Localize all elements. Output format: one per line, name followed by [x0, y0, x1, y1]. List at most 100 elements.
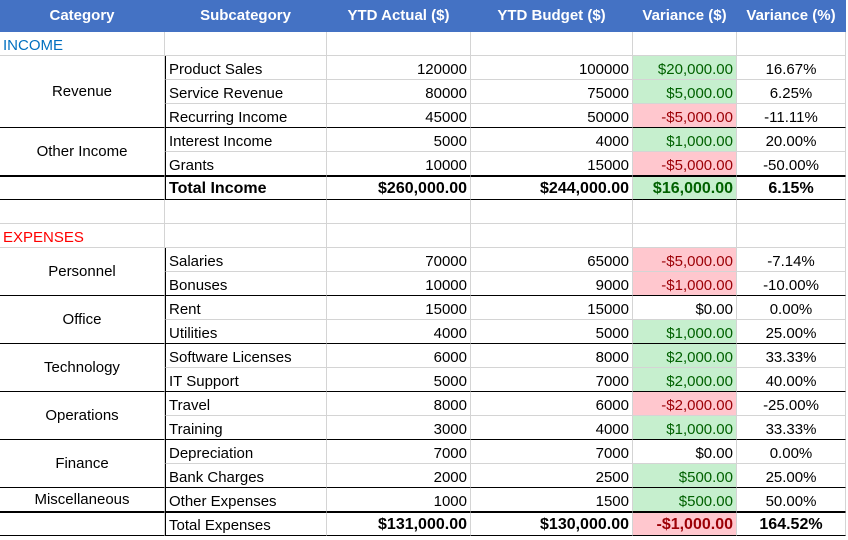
total-income-label[interactable]: Total Income: [165, 176, 327, 200]
ytd-actual-cell[interactable]: 2000: [327, 464, 471, 488]
subcategory-cell[interactable]: Rent: [165, 296, 327, 320]
expenses-label-row-blank[interactable]: [633, 224, 737, 248]
subcategory-cell[interactable]: Bank Charges: [165, 464, 327, 488]
subcategory-cell[interactable]: Salaries: [165, 248, 327, 272]
variance-percent-cell[interactable]: -50.00%: [737, 152, 846, 176]
variance-amount-cell[interactable]: $0.00: [633, 296, 737, 320]
ytd-actual-cell[interactable]: 70000: [327, 248, 471, 272]
total-expenses-actual[interactable]: $131,000.00: [327, 512, 471, 536]
total-income-budget[interactable]: $244,000.00: [471, 176, 633, 200]
variance-percent-cell[interactable]: 0.00%: [737, 296, 846, 320]
variance-amount-cell[interactable]: -$5,000.00: [633, 152, 737, 176]
ytd-actual-cell[interactable]: 10000: [327, 152, 471, 176]
variance-percent-cell[interactable]: -25.00%: [737, 392, 846, 416]
category-cell[interactable]: Miscellaneous: [0, 488, 165, 512]
subcategory-cell[interactable]: Grants: [165, 152, 327, 176]
expenses-label-row-blank[interactable]: [327, 224, 471, 248]
subcategory-cell[interactable]: IT Support: [165, 368, 327, 392]
subcategory-cell[interactable]: Service Revenue: [165, 80, 327, 104]
variance-percent-cell[interactable]: 25.00%: [737, 464, 846, 488]
category-cell[interactable]: Personnel: [0, 248, 165, 296]
ytd-actual-cell[interactable]: 80000: [327, 80, 471, 104]
total-expenses-variance[interactable]: -$1,000.00: [633, 512, 737, 536]
ytd-budget-cell[interactable]: 65000: [471, 248, 633, 272]
ytd-budget-cell[interactable]: 4000: [471, 128, 633, 152]
blank-spacer-cell[interactable]: [633, 200, 737, 224]
variance-amount-cell[interactable]: -$1,000.00: [633, 272, 737, 296]
variance-amount-cell[interactable]: $2,000.00: [633, 344, 737, 368]
ytd-actual-cell[interactable]: 120000: [327, 56, 471, 80]
subcategory-cell[interactable]: Interest Income: [165, 128, 327, 152]
ytd-budget-cell[interactable]: 2500: [471, 464, 633, 488]
variance-amount-cell[interactable]: $2,000.00: [633, 368, 737, 392]
ytd-budget-cell[interactable]: 15000: [471, 152, 633, 176]
ytd-budget-cell[interactable]: 4000: [471, 416, 633, 440]
subcategory-cell[interactable]: Training: [165, 416, 327, 440]
variance-amount-cell[interactable]: $20,000.00: [633, 56, 737, 80]
income-label-row-blank[interactable]: [471, 32, 633, 56]
ytd-budget-cell[interactable]: 8000: [471, 344, 633, 368]
blank-spacer-cell[interactable]: [327, 200, 471, 224]
ytd-actual-cell[interactable]: 7000: [327, 440, 471, 464]
variance-percent-cell[interactable]: 6.25%: [737, 80, 846, 104]
variance-amount-cell[interactable]: -$5,000.00: [633, 248, 737, 272]
expenses-section-label[interactable]: EXPENSES: [0, 224, 165, 248]
ytd-actual-cell[interactable]: 3000: [327, 416, 471, 440]
subcategory-cell[interactable]: Software Licenses: [165, 344, 327, 368]
total-expenses-budget[interactable]: $130,000.00: [471, 512, 633, 536]
expenses-label-row-blank[interactable]: [471, 224, 633, 248]
ytd-actual-cell[interactable]: 6000: [327, 344, 471, 368]
ytd-actual-cell[interactable]: 5000: [327, 128, 471, 152]
header-variance-percent[interactable]: Variance (%): [737, 0, 846, 32]
expenses-label-row-blank[interactable]: [165, 224, 327, 248]
ytd-budget-cell[interactable]: 6000: [471, 392, 633, 416]
subcategory-cell[interactable]: Utilities: [165, 320, 327, 344]
variance-percent-cell[interactable]: 40.00%: [737, 368, 846, 392]
subcategory-cell[interactable]: Bonuses: [165, 272, 327, 296]
ytd-actual-cell[interactable]: 45000: [327, 104, 471, 128]
ytd-budget-cell[interactable]: 75000: [471, 80, 633, 104]
total-income-actual[interactable]: $260,000.00: [327, 176, 471, 200]
category-cell[interactable]: Operations: [0, 392, 165, 440]
ytd-budget-cell[interactable]: 15000: [471, 296, 633, 320]
subcategory-cell[interactable]: Depreciation: [165, 440, 327, 464]
variance-percent-cell[interactable]: 20.00%: [737, 128, 846, 152]
variance-amount-cell[interactable]: $500.00: [633, 488, 737, 512]
ytd-budget-cell[interactable]: 7000: [471, 368, 633, 392]
ytd-budget-cell[interactable]: 50000: [471, 104, 633, 128]
variance-percent-cell[interactable]: 25.00%: [737, 320, 846, 344]
ytd-budget-cell[interactable]: 9000: [471, 272, 633, 296]
income-label-row-blank[interactable]: [633, 32, 737, 56]
header-category[interactable]: Category: [0, 0, 165, 32]
variance-amount-cell[interactable]: $1,000.00: [633, 128, 737, 152]
ytd-budget-cell[interactable]: 7000: [471, 440, 633, 464]
variance-percent-cell[interactable]: 33.33%: [737, 416, 846, 440]
subcategory-cell[interactable]: Recurring Income: [165, 104, 327, 128]
total-income-variance-percent[interactable]: 6.15%: [737, 176, 846, 200]
category-cell[interactable]: Finance: [0, 440, 165, 488]
expenses-label-row-blank[interactable]: [737, 224, 846, 248]
ytd-actual-cell[interactable]: 5000: [327, 368, 471, 392]
blank-spacer-cell[interactable]: [0, 200, 165, 224]
header-subcategory[interactable]: Subcategory: [165, 0, 327, 32]
income-label-row-blank[interactable]: [165, 32, 327, 56]
variance-amount-cell[interactable]: -$2,000.00: [633, 392, 737, 416]
total-income-category-blank[interactable]: [0, 176, 165, 200]
total-expenses-category-blank[interactable]: [0, 512, 165, 536]
ytd-budget-cell[interactable]: 100000: [471, 56, 633, 80]
header-ytd-actual[interactable]: YTD Actual ($): [327, 0, 471, 32]
variance-amount-cell[interactable]: $0.00: [633, 440, 737, 464]
variance-percent-cell[interactable]: -10.00%: [737, 272, 846, 296]
ytd-actual-cell[interactable]: 8000: [327, 392, 471, 416]
subcategory-cell[interactable]: Travel: [165, 392, 327, 416]
variance-percent-cell[interactable]: 50.00%: [737, 488, 846, 512]
variance-percent-cell[interactable]: 0.00%: [737, 440, 846, 464]
blank-spacer-cell[interactable]: [165, 200, 327, 224]
total-income-variance[interactable]: $16,000.00: [633, 176, 737, 200]
ytd-actual-cell[interactable]: 10000: [327, 272, 471, 296]
subcategory-cell[interactable]: Other Expenses: [165, 488, 327, 512]
subcategory-cell[interactable]: Product Sales: [165, 56, 327, 80]
ytd-budget-cell[interactable]: 1500: [471, 488, 633, 512]
variance-amount-cell[interactable]: $1,000.00: [633, 320, 737, 344]
category-cell[interactable]: Office: [0, 296, 165, 344]
